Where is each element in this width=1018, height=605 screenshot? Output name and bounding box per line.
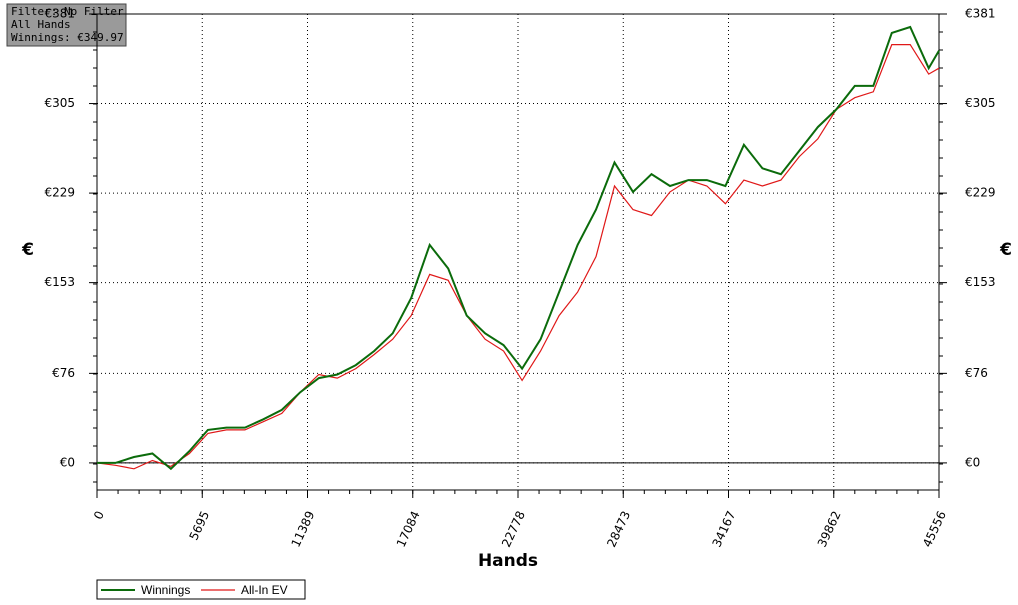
y-tick-label: €305	[44, 96, 75, 110]
y-tick-label: €381	[44, 7, 75, 21]
x-tick-label: 34167	[710, 509, 739, 550]
y-tick-label: €153	[44, 275, 75, 289]
y-tick-label: €229	[44, 186, 75, 200]
info-box: Filter: No Filter All Hands Winnings: €3…	[6, 3, 127, 47]
y2-axis-title: €	[999, 240, 1012, 260]
y-tick-label: €0	[60, 455, 75, 469]
legend-box	[96, 579, 306, 600]
y-axis-title: €	[21, 240, 34, 260]
x-tick-label: 39862	[815, 509, 844, 550]
info-line: All Hands	[11, 18, 71, 31]
info-background	[6, 3, 127, 47]
legend-label: All-In EV	[241, 583, 288, 597]
info-line: Filter: No Filter	[11, 5, 124, 18]
y2-tick-label: €0	[965, 455, 980, 469]
legend-label: Winnings	[141, 583, 190, 597]
y2-tick-label: €305	[965, 96, 996, 110]
series-line	[97, 25, 940, 471]
x-axis-title: Hands	[478, 551, 538, 571]
x-tick-label: 17084	[394, 509, 423, 550]
x-tick-label: 0	[91, 509, 107, 522]
series-line	[96, 44, 940, 470]
x-tick-label: 22778	[499, 509, 528, 550]
info-line: Winnings: €349.97	[11, 31, 124, 44]
y2-tick-label: €229	[965, 186, 996, 200]
plot-frame	[96, 13, 940, 491]
y-tick-label: €76	[52, 366, 75, 380]
y2-tick-label: €153	[965, 275, 996, 289]
y2-tick-label: €76	[965, 366, 988, 380]
x-tick-label: 11389	[289, 509, 318, 550]
x-tick-label: 5695	[187, 509, 213, 543]
x-tick-label: 28473	[604, 509, 633, 550]
y2-tick-label: €381	[965, 7, 996, 21]
x-tick-label: 45556	[920, 509, 949, 550]
